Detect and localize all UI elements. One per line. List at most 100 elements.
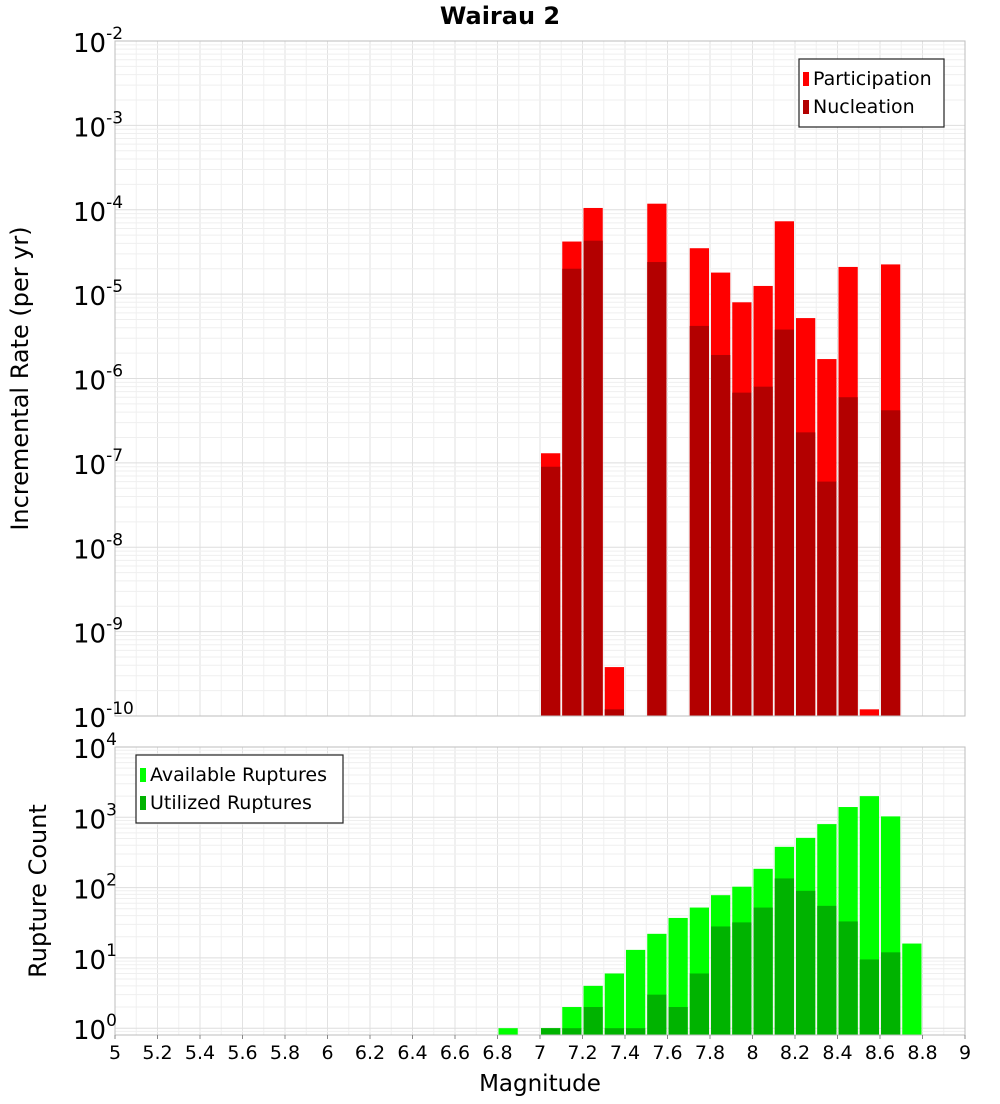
top-bar-secondary [796,432,816,716]
bottom-legend-label: Available Ruptures [150,764,327,786]
x-tick-label: 8.4 [822,1042,852,1064]
top-y-axis-label: Incremental Rate (per yr) [6,226,34,530]
bottom-bar-secondary [881,952,901,1035]
bottom-bar-secondary [838,921,858,1035]
bottom-bar-primary [902,943,922,1035]
x-tick-label: 7.2 [567,1042,597,1064]
x-tick-label: 5.4 [185,1042,215,1064]
x-tick-label: 6.6 [440,1042,470,1064]
top-y-tick-label: 10-4 [73,193,123,228]
top-bar-secondary [711,354,731,716]
bottom-bar-secondary [711,926,731,1035]
top-legend-swatch [803,100,809,114]
top-y-tick-label: 10-6 [73,362,123,397]
bottom-bar-secondary [647,994,667,1035]
bottom-bar-primary [498,1028,518,1035]
top-y-tick-base: 10 [73,451,106,481]
bottom-y-tick-base: 10 [73,1016,106,1046]
top-y-tick-label: 10-2 [73,24,123,59]
top-bar-secondary [562,268,582,716]
top-y-tick-exponent: -5 [106,277,123,297]
top-legend-swatch [803,72,809,86]
top-legend-label: Participation [813,68,932,90]
x-tick-label: 5.2 [142,1042,172,1064]
bottom-bar-primary [562,1007,582,1035]
x-tick-label: 9 [959,1042,971,1064]
top-legend-box [798,58,945,128]
top-y-tick-exponent: -4 [106,193,123,213]
top-y-tick-exponent: -6 [106,362,123,382]
top-bar-secondary [774,329,794,716]
top-bar-secondary [753,386,773,716]
top-y-tick-exponent: -3 [106,108,123,128]
x-tick-label: 6.8 [482,1042,512,1064]
x-tick-label: 5.8 [270,1042,300,1064]
x-tick-label: 6 [321,1042,333,1064]
bottom-y-tick-label: 100 [73,1011,117,1046]
x-tick-label: 5 [109,1042,121,1064]
top-y-tick-exponent: -8 [106,530,123,550]
bottom-y-axis-label: Rupture Count [24,804,52,978]
top-y-tick-base: 10 [73,282,106,312]
x-tick-label: 8 [746,1042,758,1064]
bottom-bar-secondary [859,959,879,1035]
top-bar-primary [859,709,879,716]
x-tick-label: 8.2 [780,1042,810,1064]
top-bar-secondary [689,325,709,716]
top-bar-secondary [881,410,901,716]
bottom-y-tick-exponent: 3 [106,800,117,820]
top-y-tick-label: 10-10 [73,699,134,734]
bottom-y-tick-base: 10 [73,876,106,906]
bottom-bar-secondary [732,922,752,1035]
bottom-y-tick-exponent: 4 [106,730,117,750]
x-tick-label: 7 [534,1042,546,1064]
x-tick-label: 8.8 [907,1042,937,1064]
top-y-tick-exponent: -10 [106,699,134,719]
top-y-tick-base: 10 [73,367,106,397]
bottom-legend-label: Utilized Ruptures [150,792,312,814]
top-y-tick-exponent: -9 [106,615,123,635]
bottom-bar-secondary [604,1028,624,1035]
bottom-bar-secondary [753,907,773,1035]
bottom-y-tick-exponent: 1 [106,941,117,961]
top-y-tick-base: 10 [73,535,106,565]
bottom-legend-box [135,754,344,824]
bottom-bar-secondary [774,878,794,1035]
x-tick-label: 6.2 [355,1042,385,1064]
bottom-legend-swatch [140,796,146,810]
bottom-bar-secondary [668,1007,688,1035]
bottom-y-tick-base: 10 [73,735,106,765]
bottom-y-tick-label: 101 [73,941,117,976]
top-y-tick-label: 10-8 [73,530,123,565]
top-y-tick-label: 10-7 [73,446,123,481]
top-y-tick-base: 10 [73,704,106,734]
x-tick-label: 7.8 [695,1042,725,1064]
top-bar-primary [604,667,624,716]
top-plot-frame [114,40,966,717]
top-y-tick-label: 10-5 [73,277,123,312]
top-y-tick-exponent: -7 [106,446,123,466]
bottom-y-tick-base: 10 [73,946,106,976]
bottom-y-tick-base: 10 [73,805,106,835]
top-y-tick-base: 10 [73,113,106,143]
bottom-bar-secondary [583,1007,603,1035]
bottom-bar-primary [604,973,624,1035]
bottom-bar-secondary [796,890,816,1035]
bottom-y-tick-label: 103 [73,800,117,835]
top-y-tick-base: 10 [73,620,106,650]
top-y-tick-label: 10-3 [73,108,123,143]
top-y-tick-label: 10-9 [73,615,123,650]
top-y-tick-exponent: -2 [106,24,123,44]
bottom-bar-primary [626,949,646,1035]
bottom-bar-secondary [689,973,709,1035]
x-tick-label: 7.6 [652,1042,682,1064]
bottom-y-tick-exponent: 2 [106,871,117,891]
x-tick-label: 6.4 [397,1042,427,1064]
top-y-tick-base: 10 [73,29,106,59]
top-bar-secondary [604,709,624,716]
bottom-bar-secondary [541,1028,561,1035]
top-bar-secondary [583,240,603,717]
bottom-bar-secondary [562,1028,582,1035]
